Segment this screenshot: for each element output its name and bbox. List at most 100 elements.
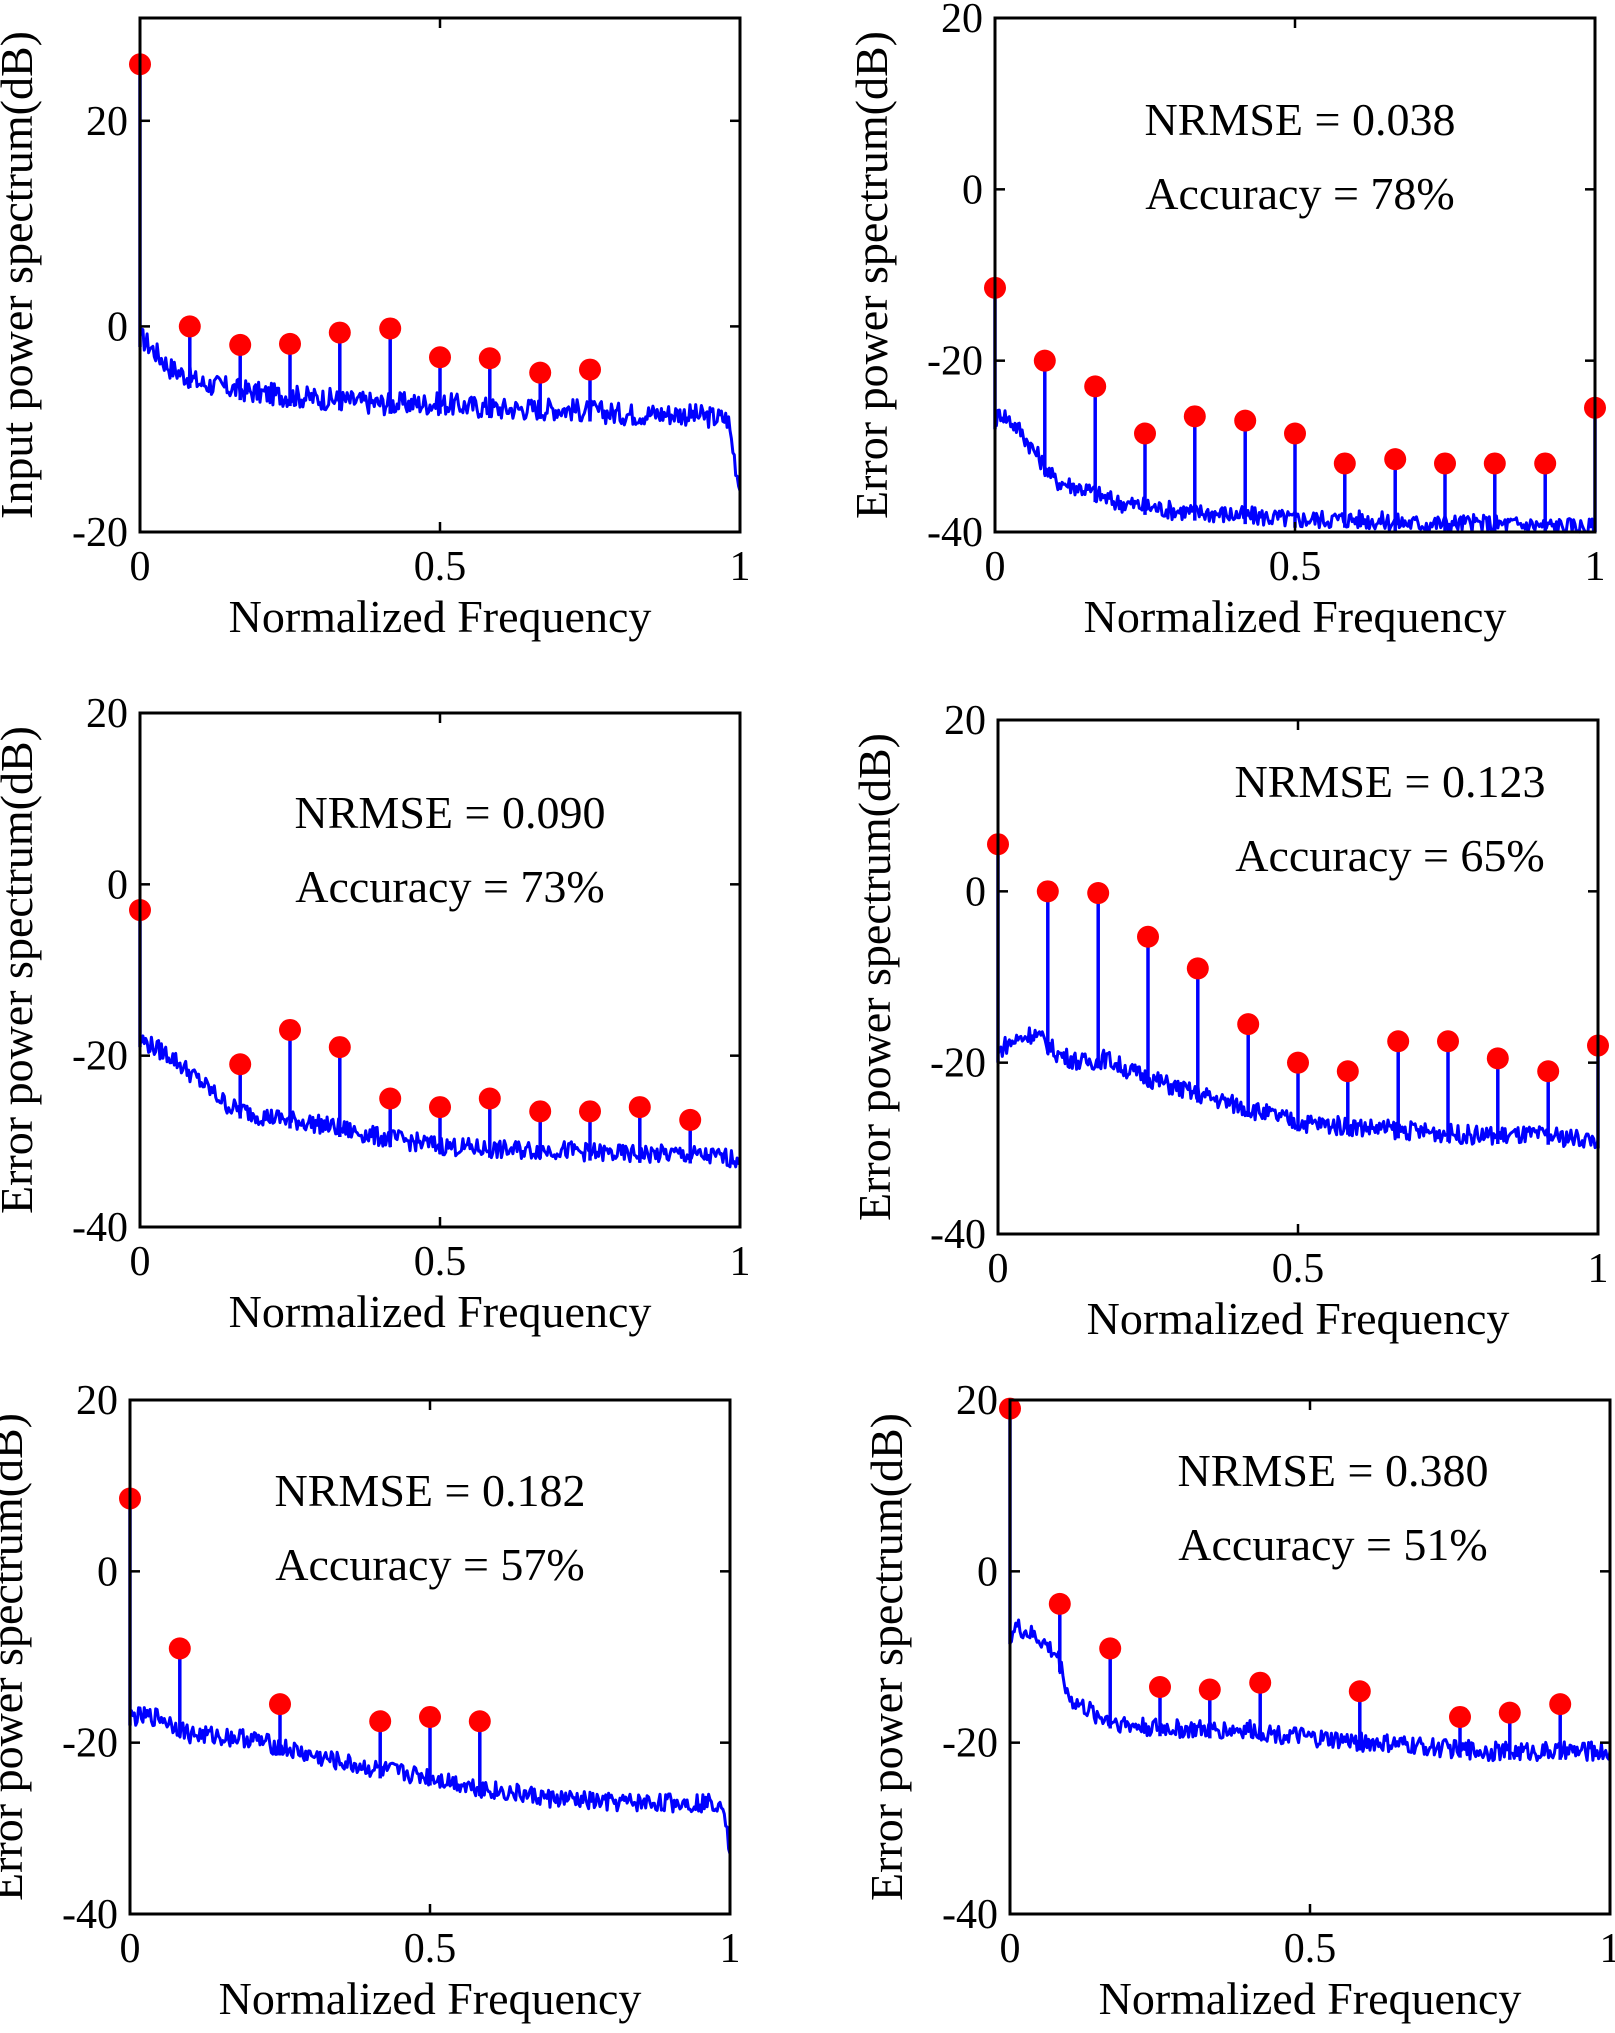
x-tick-label: 0 [985,544,1006,590]
x-tick-label: 0.5 [414,1239,467,1285]
y-tick-label: -20 [72,510,128,556]
harmonic-marker [279,332,301,355]
harmonic-marker [1333,452,1356,475]
x-axis-label: Normalized Frequency [219,1973,642,2024]
x-tick-label: 0 [988,1246,1009,1292]
harmonic-marker [529,1100,552,1123]
harmonic-marker [328,321,351,344]
y-tick-label: -20 [942,1721,998,1767]
harmonic-marker [379,317,402,340]
harmonic-marker [579,358,601,381]
y-tick-label: -40 [62,1892,118,1938]
x-tick-label: 0 [130,544,151,590]
harmonic-marker [328,1036,351,1059]
harmonic-marker [369,1710,392,1733]
harmonic-marker [1237,1013,1260,1036]
accuracy-annotation: Accuracy = 57% [275,1539,584,1590]
harmonic-marker [1287,1051,1309,1074]
y-axis-label: Error power spectrum(dB) [849,733,900,1221]
y-tick-label: 0 [962,167,983,213]
y-tick-label: -20 [62,1721,118,1767]
harmonic-marker [1534,452,1557,475]
nrmse-annotation: NRMSE = 0.090 [295,787,606,838]
harmonic-marker [168,1637,191,1660]
y-tick-label: 20 [86,99,128,145]
y-axis-label: Input power spectrum(dB) [0,31,42,519]
y-axis-label: Error power spectrum(dB) [0,726,42,1214]
harmonic-marker [1498,1701,1521,1724]
harmonic-marker [478,1087,501,1110]
y-tick-label: -20 [72,1034,128,1080]
harmonic-marker [379,1087,402,1110]
harmonic-marker [478,347,501,370]
harmonic-marker [1084,375,1107,398]
harmonic-marker [269,1693,291,1716]
x-axis-label: Normalized Frequency [1099,1973,1522,2024]
y-tick-label: 20 [956,1378,998,1424]
y-tick-label: 20 [941,0,983,42]
harmonic-marker [1437,1030,1459,1053]
panel-error-spectrum-3: 0 0.5 1 -40 -20 0 20 Normalized Frequency Error … [849,698,1609,1344]
y-axis-label: Error power spectrum(dB) [861,1413,912,1901]
harmonic-marker [1137,925,1159,948]
harmonic-marker [1336,1060,1359,1083]
nrmse-annotation: NRMSE = 0.038 [1145,94,1456,145]
x-axis-label: Normalized Frequency [229,1286,652,1337]
x-tick-label: 0.5 [404,1926,457,1972]
harmonic-marker [1249,1671,1272,1694]
y-tick-label: -20 [927,339,983,385]
x-tick-label: 1 [730,544,751,590]
plot-frame [138,16,742,534]
nrmse-annotation: NRMSE = 0.182 [275,1465,586,1516]
x-tick-label: 0.5 [414,544,467,590]
harmonic-marker [1483,452,1506,475]
x-tick-label: 1 [1600,1926,1615,1972]
x-tick-label: 0.5 [1272,1246,1325,1292]
harmonic-marker [1234,409,1257,432]
harmonic-marker [1186,957,1209,980]
y-axis-label: Error power spectrum(dB) [846,31,897,519]
harmonic-marker [468,1710,491,1733]
x-axis-label: Normalized Frequency [229,591,652,642]
nrmse-annotation: NRMSE = 0.123 [1235,756,1546,807]
harmonic-marker [1348,1680,1371,1703]
y-tick-label: 20 [76,1378,118,1424]
x-tick-label: 1 [1585,544,1606,590]
harmonic-marker [1486,1047,1509,1070]
harmonic-marker [1183,405,1206,428]
x-tick-label: 1 [720,1926,741,1972]
x-axis-label: Normalized Frequency [1087,1293,1510,1344]
panel-error-spectrum-2: 0 0.5 1 -40 -20 0 20 Normalized Frequency Error … [0,691,751,1337]
harmonic-marker [1384,448,1407,471]
x-tick-label: 1 [1588,1246,1609,1292]
x-tick-label: 0.5 [1284,1926,1337,1972]
harmonic-marker [1036,880,1059,903]
harmonic-marker [1434,452,1456,475]
y-tick-label: 0 [965,869,986,915]
y-tick-label: -40 [930,1212,986,1258]
y-tick-label: 0 [977,1549,998,1595]
x-tick-label: 0 [120,1926,141,1972]
x-axis-label: Normalized Frequency [1084,591,1507,642]
harmonic-marker [579,1100,601,1123]
harmonic-marker [1048,1592,1071,1615]
panel-error-spectrum-4: 0 0.5 1 -40 -20 0 20 Normalized Frequency Error … [0,1378,741,2024]
y-tick-label: -40 [942,1892,998,1938]
harmonic-marker [679,1108,702,1131]
accuracy-annotation: Accuracy = 51% [1178,1519,1487,1570]
harmonic-marker [1099,1637,1122,1660]
y-tick-label: 0 [107,304,128,350]
x-tick-label: 0 [1000,1926,1021,1972]
harmonic-marker [1033,349,1056,372]
x-tick-label: 0.5 [1269,544,1322,590]
harmonic-marker [1134,422,1156,445]
y-tick-label: 0 [97,1549,118,1595]
accuracy-annotation: Accuracy = 65% [1235,830,1544,881]
harmonic-marker [1549,1693,1572,1716]
harmonic-marker [279,1018,301,1041]
y-tick-label: 20 [86,691,128,737]
harmonic-marker [628,1096,651,1119]
harmonic-marker [1198,1678,1221,1701]
harmonic-marker [229,1053,252,1076]
